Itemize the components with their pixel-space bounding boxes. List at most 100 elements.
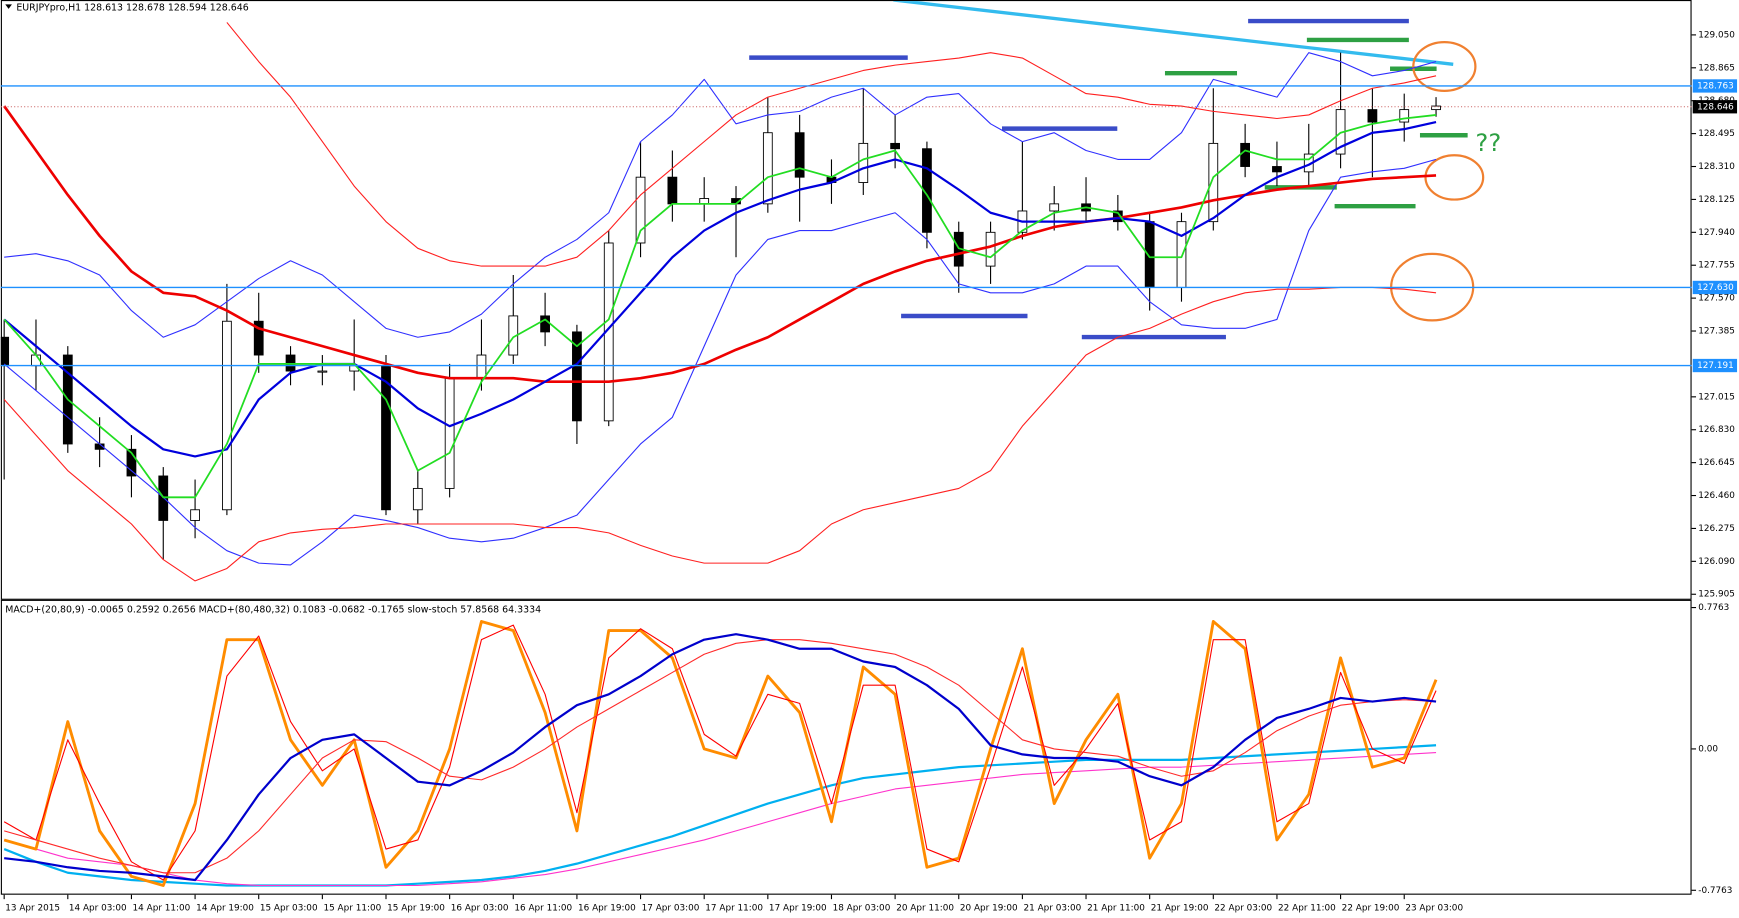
series-line (4, 52, 1437, 338)
y-tick-label: 128.310 (1698, 162, 1735, 172)
level-label: 128.763 (1697, 81, 1734, 91)
series-line (4, 639, 1437, 874)
x-tick-label: 22 Apr 11:00 (1278, 904, 1336, 914)
series-line (4, 633, 1437, 882)
x-tick-label: 21 Apr 11:00 (1087, 904, 1145, 914)
candle-body (667, 176, 678, 205)
x-tick-label: 14 Apr 03:00 (69, 904, 127, 914)
candle-body (762, 132, 773, 205)
x-tick-label: 23 Apr 03:00 (1405, 904, 1463, 914)
series-group (3, 620, 1438, 887)
series-line (3, 158, 1437, 566)
series-line (3, 105, 1437, 384)
level-label: 127.630 (1697, 283, 1734, 293)
series-line (4, 752, 1437, 887)
candle-body (1240, 142, 1251, 167)
candle-body (444, 377, 455, 489)
candle-body (412, 487, 423, 511)
indicator-panel-frame (0, 599, 1692, 895)
y-tick-label: 128.495 (1698, 129, 1735, 139)
x-tick-label: 13 Apr 2015 (5, 904, 60, 914)
x-tick-label: 15 Apr 03:00 (260, 904, 318, 914)
y-tick-label: 0.00 (1698, 744, 1718, 754)
candle-body (1399, 109, 1410, 123)
series-group (3, 22, 1437, 582)
candle-body (1272, 166, 1282, 173)
highlight-circle (1424, 154, 1485, 201)
y-tick-label: 127.015 (1698, 392, 1735, 402)
y-tick-label: 126.275 (1698, 524, 1735, 534)
y-tick-label: 127.940 (1698, 228, 1735, 238)
candle-body (1049, 203, 1060, 212)
y-tick-label: -0.7763 (1698, 886, 1732, 896)
candle-body (158, 475, 169, 521)
candle-body (190, 509, 200, 521)
x-tick-label: 16 Apr 03:00 (451, 904, 509, 914)
candle-body (317, 370, 328, 373)
y-tick-label: 126.460 (1698, 491, 1735, 501)
x-tick-label: 15 Apr 19:00 (387, 904, 445, 914)
x-tick-label: 20 Apr 11:00 (896, 904, 954, 914)
x-tick-label: 22 Apr 03:00 (1214, 904, 1272, 914)
candle-body (890, 142, 900, 150)
x-tick-label: 22 Apr 19:00 (1342, 904, 1400, 914)
price-panel-frame (0, 0, 1692, 600)
candle-body (1431, 105, 1441, 111)
candle-body (794, 132, 805, 178)
y-tick-label: 128.865 (1698, 63, 1735, 73)
candle-body (381, 365, 391, 511)
x-tick-label: 17 Apr 19:00 (769, 904, 827, 914)
candle-body (1144, 221, 1155, 288)
y-tick-label: 127.570 (1698, 294, 1735, 304)
indicator-title: MACD+(20,80,9) -0.0065 0.2592 0.2656 MAC… (5, 604, 541, 615)
menu-arrow (5, 4, 12, 9)
candle-body (540, 315, 550, 333)
candle-body (1367, 109, 1378, 123)
candle-body (253, 320, 264, 356)
level-label: 127.191 (1697, 361, 1734, 371)
series-line (3, 744, 1437, 887)
series-line (226, 22, 1437, 267)
y-tick-label: 126.830 (1698, 425, 1735, 435)
y-tick-label: 126.645 (1698, 458, 1735, 468)
x-tick-label: 21 Apr 03:00 (1023, 904, 1081, 914)
y-tick-label: 126.090 (1698, 557, 1735, 567)
x-tick-label: 20 Apr 19:00 (960, 904, 1018, 914)
highlight-circle (1412, 41, 1477, 93)
drawings (749, 1, 1468, 340)
y-tick-label: 0.7763 (1698, 603, 1729, 613)
x-tick-label: 21 Apr 19:00 (1151, 904, 1209, 914)
annotation: ?? (1475, 128, 1501, 157)
candle-body (1208, 142, 1219, 223)
candle-body (126, 448, 137, 477)
candle-body (635, 176, 646, 244)
last-price-box (1692, 100, 1738, 114)
candle-body (0, 336, 10, 367)
y-tick-label: 125.905 (1698, 590, 1735, 600)
candle-body (572, 331, 582, 422)
candle-body (858, 142, 869, 183)
series-line (3, 620, 1438, 887)
level-label-box (1692, 280, 1738, 295)
x-tick-label: 16 Apr 11:00 (514, 904, 572, 914)
x-tick-label: 17 Apr 03:00 (642, 904, 700, 914)
series-line (3, 624, 1437, 881)
last-price-label: 128.646 (1697, 102, 1734, 112)
chart-title: EURJPYpro,H1 128.613 128.678 128.594 128… (16, 2, 248, 13)
candle-body (222, 320, 232, 511)
x-tick-label: 17 Apr 11:00 (705, 904, 763, 914)
candle-body (1176, 221, 1187, 288)
trend-line (893, 1, 1454, 66)
series-line (3, 114, 1437, 499)
series-line (3, 286, 1437, 582)
y-tick-label: 127.385 (1698, 327, 1735, 337)
y-tick-label: 129.050 (1698, 30, 1735, 40)
candle-body (285, 354, 296, 372)
x-tick-label: 14 Apr 19:00 (196, 904, 254, 914)
level-label-box (1692, 358, 1738, 373)
x-tick-label: 14 Apr 11:00 (133, 904, 191, 914)
level-label-box (1692, 79, 1738, 93)
